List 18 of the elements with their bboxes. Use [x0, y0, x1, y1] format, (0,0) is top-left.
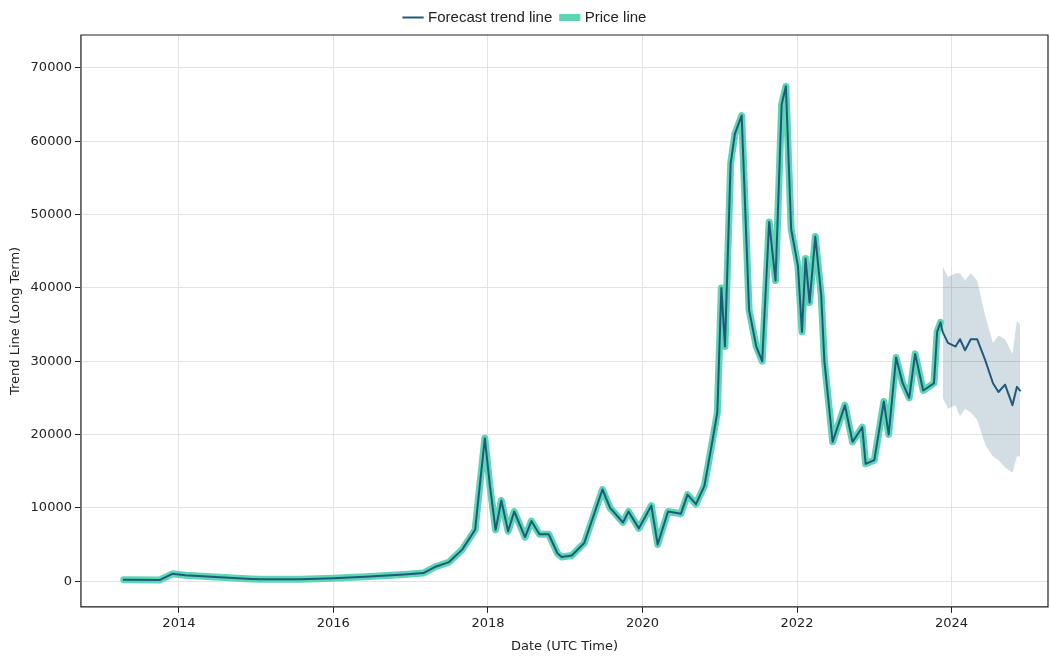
x-tick-label: 2020: [625, 614, 659, 630]
x-tick-label: 2018: [471, 614, 505, 630]
x-tick-label: 2014: [162, 614, 196, 630]
legend-label: Price line: [584, 7, 647, 25]
y-axis-title: Trend Line (Long Term): [7, 246, 23, 396]
y-tick-label: 30000: [30, 352, 72, 368]
y-tick-label: 10000: [30, 499, 72, 515]
x-tick-label: 2016: [316, 614, 350, 630]
y-tick-label: 40000: [30, 279, 72, 295]
y-tick-label: 20000: [30, 425, 72, 441]
legend-label: Forecast trend line: [428, 7, 553, 25]
x-tick-label: 2024: [934, 614, 969, 630]
y-tick-label: 50000: [30, 205, 72, 221]
x-axis-title: Date (UTC Time): [510, 637, 619, 653]
y-tick-label: 70000: [30, 59, 72, 75]
x-tick-label: 2022: [780, 614, 814, 630]
y-tick-label: 60000: [30, 132, 72, 148]
y-tick-label: 0: [63, 572, 72, 588]
